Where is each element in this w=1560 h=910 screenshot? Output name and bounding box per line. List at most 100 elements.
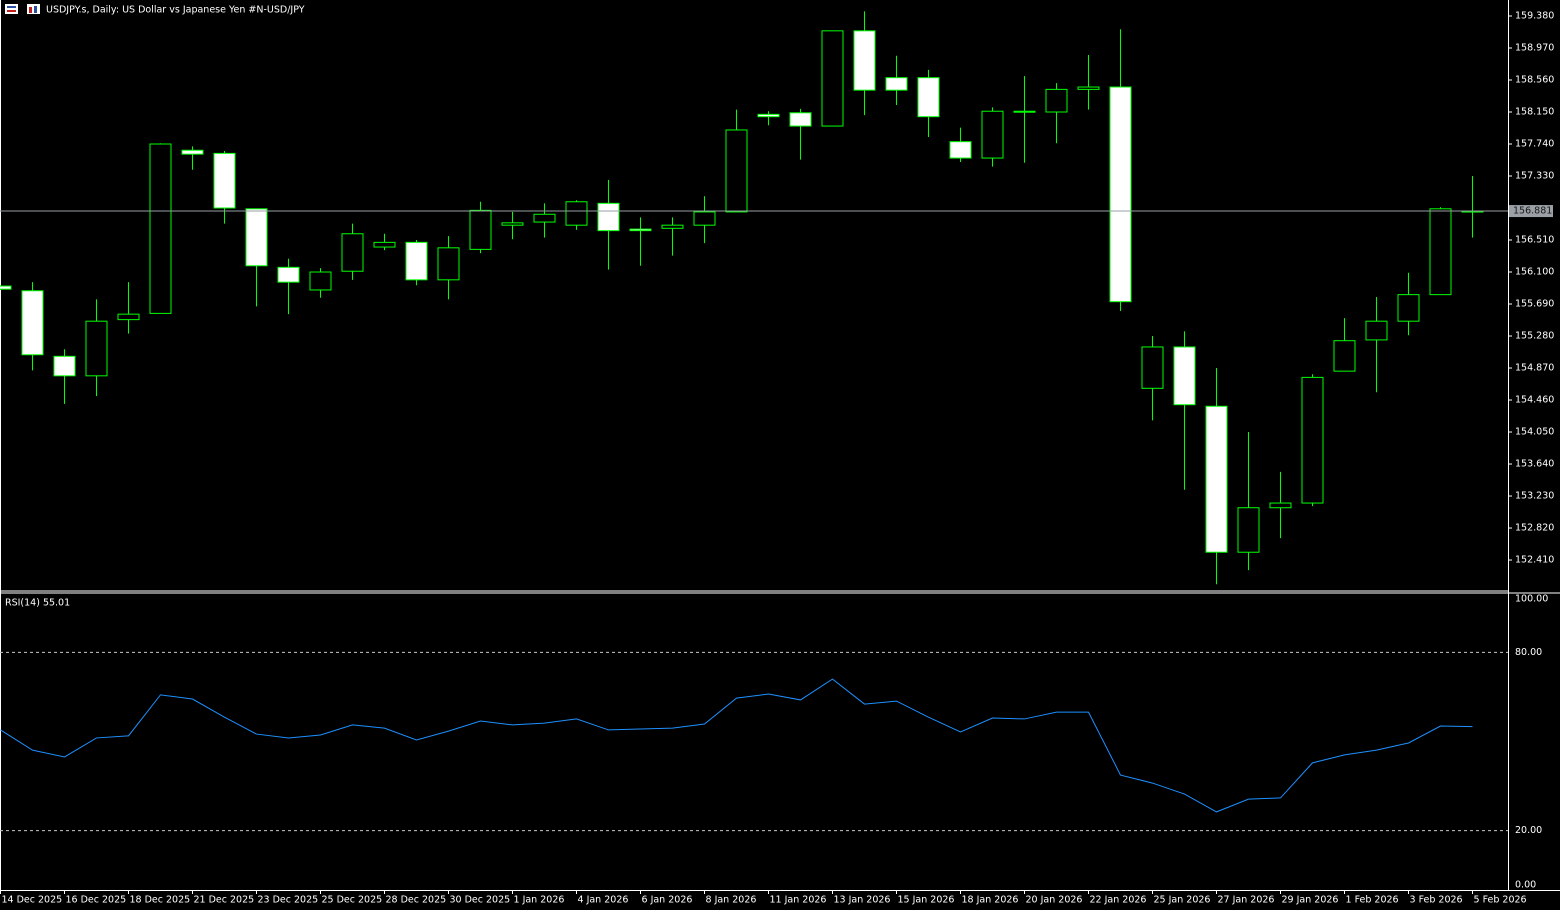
candle-body: [629, 228, 652, 232]
candle-body: [1269, 502, 1292, 509]
y-tick-label: 157.330: [1515, 171, 1554, 182]
y-tick-label: 153.640: [1515, 459, 1554, 470]
y-tick-label: 154.870: [1515, 363, 1554, 374]
x-tick-label: 18 Dec 2025: [130, 895, 191, 906]
x-tick-label: 21 Dec 2025: [194, 895, 255, 906]
candle-body: [1301, 376, 1324, 504]
x-tick-label: 11 Jan 2026: [770, 895, 827, 906]
x-tick-label: 8 Jan 2026: [706, 895, 757, 906]
candle-body: [821, 30, 844, 127]
y-tick-label: 158.150: [1515, 107, 1554, 118]
y-tick-label: 158.560: [1515, 75, 1554, 86]
candle-body: [21, 290, 44, 356]
y-tick-label: 100.00: [1515, 594, 1548, 605]
candle-body: [213, 152, 236, 209]
chart-icon-bar: [29, 7, 32, 13]
current-price-box: [1509, 205, 1553, 218]
candle-body: [533, 213, 556, 223]
menu-icon-bar: [7, 10, 16, 12]
y-tick-label: 154.460: [1515, 395, 1554, 406]
candle-body: [341, 233, 364, 272]
candle-body: [1045, 88, 1068, 113]
x-tick-label: 23 Dec 2025: [258, 895, 319, 906]
candle-body: [885, 77, 908, 91]
candle-body: [1429, 208, 1452, 296]
y-tick-label: 157.740: [1515, 139, 1554, 150]
x-tick-label: 3 Feb 2026: [1410, 895, 1463, 906]
candle-body: [949, 141, 972, 159]
indicator-title: RSI(14) 55.01: [5, 598, 70, 609]
y-tick-label: 156.510: [1515, 235, 1554, 246]
menu-icon[interactable]: [5, 4, 18, 14]
chart-title: USDJPY.s, Daily: US Dollar vs Japanese Y…: [46, 5, 305, 16]
x-tick-label: 22 Jan 2026: [1090, 895, 1147, 906]
candle-body: [1237, 507, 1260, 553]
candle-body: [597, 202, 620, 232]
x-tick-label: 1 Jan 2026: [514, 895, 565, 906]
candle-body: [853, 30, 876, 91]
candle-body: [501, 222, 524, 226]
x-tick-label: 15 Jan 2026: [898, 895, 955, 906]
current-price-label: 156.881: [1513, 206, 1552, 217]
candle-body: [565, 201, 588, 226]
candle-body: [1205, 405, 1228, 553]
x-tick-label: 30 Dec 2025: [450, 895, 511, 906]
candle-body: [789, 112, 812, 127]
candle-body: [469, 209, 492, 250]
x-tick-label: 1 Feb 2026: [1346, 895, 1399, 906]
x-tick-label: 6 Jan 2026: [642, 895, 693, 906]
candle-body: [917, 77, 940, 118]
candle-body: [437, 247, 460, 281]
y-tick-label: 156.100: [1515, 267, 1554, 278]
rsi-line: [0, 678, 1473, 813]
chart-icon-bar: [34, 6, 37, 13]
candle-body: [1173, 346, 1196, 406]
x-tick-label: 28 Dec 2025: [386, 895, 447, 906]
candle-body: [725, 129, 748, 213]
x-tick-label: 16 Dec 2025: [66, 895, 127, 906]
y-tick-label: 153.230: [1515, 491, 1554, 502]
y-tick-label: 80.00: [1515, 647, 1542, 658]
candle-body: [1013, 110, 1036, 113]
candle-body: [1109, 86, 1132, 303]
candle-body: [277, 266, 300, 283]
candle-body: [1333, 340, 1356, 372]
x-tick-label: 27 Jan 2026: [1218, 895, 1275, 906]
candle-body: [0, 285, 12, 290]
candle-body: [85, 320, 108, 377]
candle-body: [117, 313, 140, 321]
y-tick-label: 159.380: [1515, 11, 1554, 22]
candle-body: [149, 143, 172, 314]
candle-body: [1141, 346, 1164, 389]
x-tick-label: 5 Feb 2026: [1474, 895, 1527, 906]
candle-body: [1397, 294, 1420, 322]
x-tick-label: 14 Dec 2025: [2, 895, 63, 906]
candle-body: [1077, 86, 1100, 90]
chart-icon[interactable]: [27, 4, 40, 14]
menu-icon-bar: [7, 6, 16, 8]
candle-body: [981, 110, 1004, 159]
x-tick-label: 13 Jan 2026: [834, 895, 891, 906]
y-tick-label: 152.820: [1515, 523, 1554, 534]
candle-body: [405, 241, 428, 281]
x-tick-label: 29 Jan 2026: [1282, 895, 1339, 906]
y-tick-label: 152.410: [1515, 555, 1554, 566]
candle-body: [1365, 320, 1388, 341]
x-tick-label: 25 Dec 2025: [322, 895, 383, 906]
candle-body: [245, 208, 268, 267]
y-tick-label: 154.050: [1515, 427, 1554, 438]
x-tick-label: 4 Jan 2026: [578, 895, 629, 906]
candle-body: [757, 113, 780, 118]
y-tick-label: 155.690: [1515, 299, 1554, 310]
candle-body: [373, 241, 396, 248]
y-tick-label: 155.280: [1515, 331, 1554, 342]
x-tick-label: 18 Jan 2026: [962, 895, 1019, 906]
y-tick-label: 0.00: [1515, 880, 1536, 891]
y-tick-label: 20.00: [1515, 825, 1542, 836]
candle-body: [309, 271, 332, 291]
y-tick-label: 158.970: [1515, 43, 1554, 54]
x-tick-label: 25 Jan 2026: [1154, 895, 1211, 906]
